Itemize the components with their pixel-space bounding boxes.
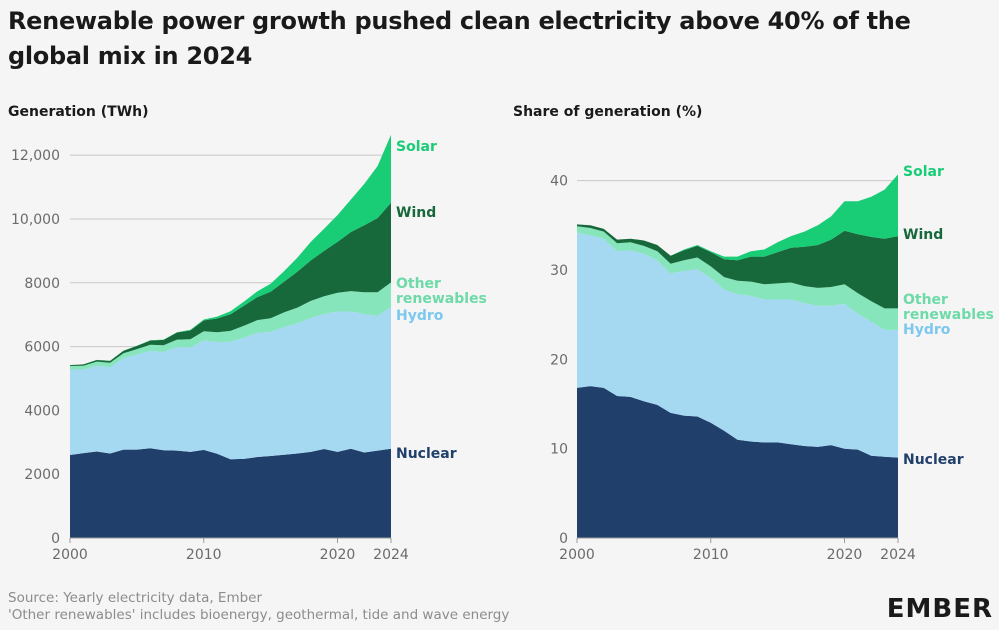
y-tick-label: 6000 [24,340,60,356]
x-tick-label: 2010 [693,547,729,563]
x-tick-label: 2020 [320,547,356,563]
other-area [577,226,898,330]
y-tick-label: 10,000 [11,212,60,228]
wind-series-label: Wind [903,227,943,243]
other-area [70,282,391,370]
solar-area [70,134,391,366]
y-tick-label: 2000 [24,467,60,483]
y-tick-label: 0 [51,531,60,547]
nuclear-series-label: Nuclear [903,452,964,468]
x-tick-label: 2000 [52,547,88,563]
nuclear-area [577,386,898,538]
nuclear-area [70,448,391,538]
solar-series-label: Solar [903,164,944,180]
x-tick-label: 2020 [827,547,863,563]
y-tick-label: 10 [550,442,568,458]
y-tick-label: 40 [550,174,568,190]
hydro-area [577,232,898,458]
x-tick-label: 2024 [373,547,409,563]
y-tick-label: 12,000 [11,148,60,164]
ember-logo: EMBER [886,594,993,624]
source-note: Source: Yearly electricity data, Ember [8,590,263,606]
nuclear-series-label: Nuclear [396,446,457,462]
y-tick-label: 4000 [24,403,60,419]
x-tick-label: 2000 [559,547,595,563]
wind-area [70,202,391,366]
footer: Source: Yearly electricity data, Ember '… [8,590,509,624]
x-tick-label: 2010 [186,547,222,563]
solar-area [577,174,898,261]
y-tick-label: 30 [550,263,568,279]
x-tick-label: 2024 [880,547,916,563]
hydro-series-label: Hydro [396,308,444,324]
wind-series-label: Wind [396,205,436,221]
y-tick-label: 20 [550,352,568,368]
other-series-label: Other renewables [396,276,487,307]
other-renewables-note: 'Other renewables' includes bioenergy, g… [8,607,510,623]
left-panel-title: Generation (TWh) [8,104,149,120]
wind-area [577,224,898,309]
y-tick-label: 8000 [24,276,60,292]
y-tick-label: 0 [559,531,568,547]
solar-series-label: Solar [396,139,437,155]
other-series-label: Other renewables [903,292,994,323]
chart-title: Renewable power growth pushed clean elec… [8,7,911,70]
hydro-area [70,306,391,460]
right-panel-title: Share of generation (%) [513,104,703,120]
hydro-series-label: Hydro [903,322,951,338]
